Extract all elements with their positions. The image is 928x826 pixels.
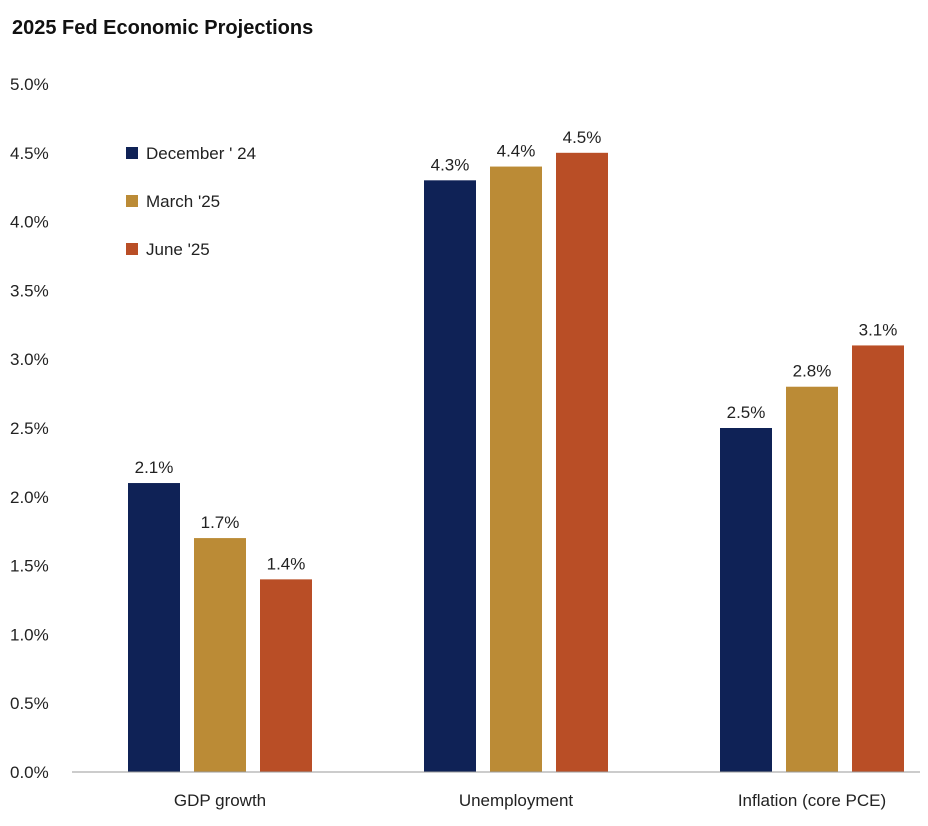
data-label: 1.4% bbox=[267, 554, 306, 573]
bar bbox=[852, 345, 904, 772]
y-tick-label: 5.0% bbox=[10, 75, 49, 94]
bar bbox=[556, 152, 608, 773]
y-tick-label: 4.5% bbox=[10, 144, 49, 163]
bar bbox=[786, 386, 838, 772]
legend-label: June '25 bbox=[146, 240, 210, 259]
y-tick-label: 1.0% bbox=[10, 625, 49, 644]
bar bbox=[128, 483, 180, 772]
data-label: 1.7% bbox=[201, 513, 240, 532]
legend-swatch bbox=[126, 243, 138, 255]
chart-title: 2025 Fed Economic Projections bbox=[12, 17, 313, 39]
legend-swatch bbox=[126, 147, 138, 159]
data-label: 3.1% bbox=[859, 320, 898, 339]
data-label: 2.5% bbox=[727, 403, 766, 422]
bar bbox=[194, 538, 246, 772]
y-tick-label: 0.5% bbox=[10, 694, 49, 713]
y-tick-label: 2.5% bbox=[10, 419, 49, 438]
legend-label: March '25 bbox=[146, 192, 220, 211]
legend-swatch bbox=[126, 195, 138, 207]
y-tick-label: 3.5% bbox=[10, 281, 49, 300]
y-axis: 0.0% 0.5% 1.0% 1.5% 2.0% 2.5% 3.0% 3.5% 4.0% 4.5%… bbox=[10, 75, 49, 782]
data-label: 2.8% bbox=[793, 362, 832, 381]
x-category-label: Inflation (core PCE) bbox=[738, 791, 886, 810]
data-label: 2.1% bbox=[135, 458, 174, 477]
x-category-label: GDP growth bbox=[174, 791, 266, 810]
bar bbox=[424, 180, 476, 772]
y-tick-label: 3.0% bbox=[10, 350, 49, 369]
x-axis: GDP growth Unemployment Inflation (core PC… bbox=[174, 791, 886, 810]
y-tick-label: 0.0% bbox=[10, 763, 49, 782]
bar bbox=[260, 579, 312, 772]
y-tick-label: 4.0% bbox=[10, 213, 49, 232]
x-category-label: Unemployment bbox=[459, 791, 574, 810]
legend-label: December ' 24 bbox=[146, 144, 256, 163]
y-tick-label: 1.5% bbox=[10, 557, 49, 576]
bar bbox=[720, 428, 772, 772]
legend: December ' 24 March '25 June '25 bbox=[126, 144, 256, 259]
data-label: 4.4% bbox=[497, 142, 536, 161]
bars bbox=[128, 152, 904, 773]
data-label: 4.5% bbox=[563, 128, 602, 147]
y-tick-label: 2.0% bbox=[10, 488, 49, 507]
bar bbox=[490, 166, 542, 772]
data-labels: 2.1% 1.7% 1.4% 4.3% 4.4% 4.5% 2.5% 2.8% 3.1% bbox=[135, 128, 898, 574]
data-label: 4.3% bbox=[431, 155, 470, 174]
